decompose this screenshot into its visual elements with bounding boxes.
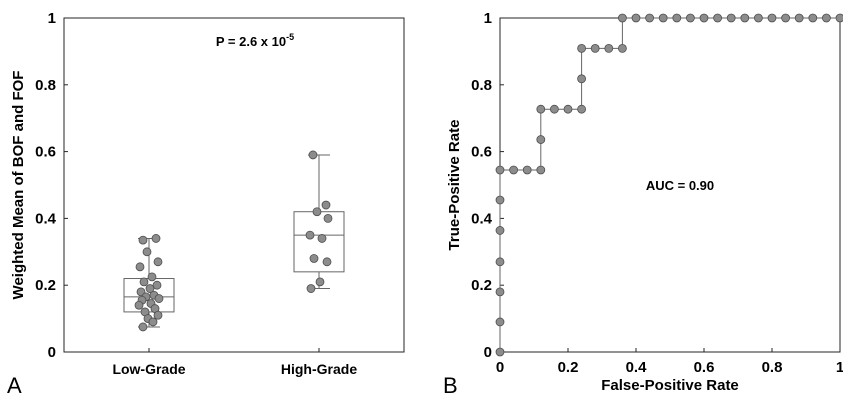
- roc-point: [495, 317, 505, 327]
- y-tick-label: 0.2: [471, 277, 492, 294]
- data-point: [139, 277, 149, 287]
- data-point: [323, 213, 333, 223]
- panel-a: 0 0.2 0.4 0.6 0.8 1 Low-Grade High-Grade P = 2…: [7, 10, 405, 398]
- y-tick-label: 0.6: [471, 144, 492, 161]
- data-point: [305, 230, 315, 240]
- roc-point: [577, 74, 586, 84]
- roc-point: [509, 165, 518, 175]
- roc-point: [726, 13, 736, 23]
- data-point: [134, 300, 144, 310]
- data-point: [306, 284, 316, 293]
- data-point: [153, 310, 163, 320]
- roc-point: [536, 135, 546, 144]
- data-point: [154, 294, 164, 303]
- roc-point: [495, 287, 505, 297]
- box-high-grade: [293, 154, 345, 290]
- roc-point: [754, 13, 763, 23]
- panel-b-y-ticks: 0 0.2 0.4 0.6 0.8 1: [471, 10, 504, 361]
- roc-point: [645, 13, 654, 23]
- panel-a-y-ticks: 0 0.2 0.4 0.6 0.8 1: [35, 10, 68, 361]
- panel-b-y-axis-label: True-Positive Rate: [446, 120, 463, 251]
- roc-point: [618, 43, 627, 53]
- category-label: High-Grade: [281, 361, 357, 377]
- roc-point: [822, 13, 831, 23]
- category-label: Low-Grade: [112, 361, 185, 377]
- roc-point: [563, 104, 573, 114]
- panel-a-label: A: [7, 373, 22, 398]
- y-tick-label: 0: [48, 344, 56, 361]
- roc-point: [495, 195, 505, 205]
- data-point: [138, 322, 148, 332]
- panel-a-axes-box: [63, 17, 405, 353]
- roc-point: [550, 104, 559, 114]
- x-tick-label: 0.2: [558, 359, 579, 376]
- panel-b-annotation: AUC = 0.90: [646, 178, 714, 193]
- x-tick-label: 0.8: [762, 359, 783, 376]
- roc-point: [522, 165, 532, 175]
- y-tick-label: 0.4: [35, 210, 57, 227]
- roc-point: [808, 13, 818, 23]
- roc-point: [536, 104, 546, 114]
- roc-point: [495, 165, 505, 175]
- roc-point: [495, 347, 505, 357]
- roc-point: [536, 165, 546, 175]
- roc-point: [590, 43, 600, 53]
- data-point: [153, 257, 163, 267]
- data-point: [151, 234, 161, 243]
- panel-b-roc-series: [495, 13, 843, 357]
- data-point: [312, 207, 322, 217]
- y-tick-label: 0.8: [35, 77, 56, 94]
- y-tick-label: 0.6: [35, 144, 56, 161]
- roc-point: [495, 226, 505, 235]
- data-point: [309, 254, 319, 263]
- x-tick-label: 0.4: [626, 359, 648, 376]
- roc-point: [618, 13, 627, 23]
- y-tick-label: 0: [484, 344, 492, 361]
- data-point: [135, 262, 145, 272]
- data-point: [147, 272, 157, 282]
- y-tick-label: 0.2: [35, 277, 56, 294]
- roc-point: [713, 13, 722, 23]
- panel-a-y-axis-label: Weighted Mean of BOF and FOF: [10, 71, 27, 300]
- panel-b: 0 0.2 0.4 0.6 0.8 1 0 0.2 0.4 0.6 0.8 1 AUC = 0.90…: [443, 10, 843, 398]
- x-tick-label: 0: [496, 359, 504, 376]
- data-point: [315, 277, 325, 287]
- roc-point: [495, 257, 505, 267]
- roc-point: [672, 13, 682, 23]
- roc-point: [835, 13, 843, 23]
- panel-a-points: [134, 150, 333, 332]
- panel-b-x-axis-label: False-Positive Rate: [601, 377, 739, 394]
- panel-b-label: B: [443, 373, 458, 398]
- roc-point: [781, 13, 790, 23]
- x-tick-label: 0.6: [694, 359, 715, 376]
- panel-a-x-ticks: Low-Grade High-Grade: [112, 348, 357, 377]
- roc-point: [604, 43, 614, 53]
- roc-point: [686, 13, 695, 23]
- x-tick-label: 1: [836, 359, 843, 376]
- y-tick-label: 1: [484, 10, 492, 27]
- roc-point: [699, 13, 709, 23]
- data-point: [145, 284, 155, 293]
- data-point: [322, 257, 332, 267]
- roc-point: [767, 13, 777, 23]
- y-tick-label: 1: [48, 10, 56, 27]
- roc-point: [577, 43, 586, 53]
- roc-point: [631, 13, 641, 23]
- data-point: [148, 317, 158, 327]
- roc-point: [658, 13, 668, 23]
- data-point: [152, 280, 162, 290]
- y-tick-label: 0.4: [471, 210, 493, 227]
- panel-b-x-ticks: 0 0.2 0.4 0.6 0.8 1: [496, 348, 843, 376]
- roc-point: [577, 104, 586, 114]
- data-point: [138, 235, 148, 245]
- y-tick-label: 0.8: [471, 77, 492, 94]
- roc-point: [794, 13, 804, 23]
- data-point: [308, 150, 318, 160]
- roc-point: [740, 13, 750, 23]
- data-point: [321, 200, 331, 210]
- data-point: [317, 234, 327, 243]
- data-point: [142, 247, 152, 257]
- panel-a-annotation: P = 2.6 x 10-5: [216, 32, 294, 49]
